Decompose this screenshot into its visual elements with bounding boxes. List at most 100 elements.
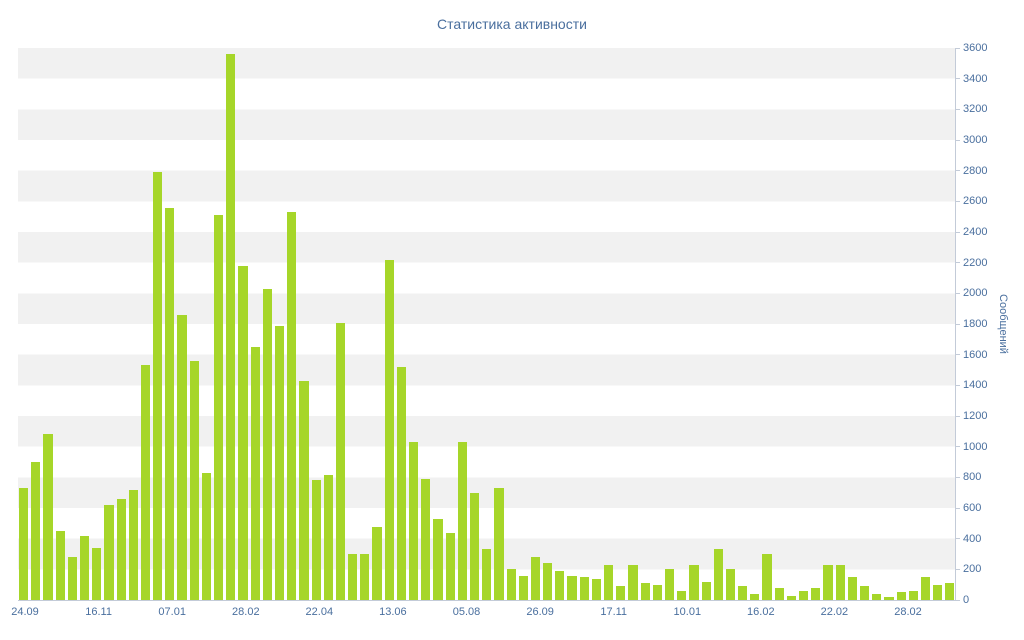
bar	[128, 489, 138, 600]
bar	[262, 288, 272, 600]
bar	[104, 504, 114, 600]
bar	[750, 593, 760, 600]
y-tick-label: 2600	[955, 195, 987, 207]
y-tick-mark	[955, 108, 960, 110]
y-tick-label: 1000	[955, 441, 987, 453]
bar	[311, 480, 321, 600]
y-tick-text: 3000	[963, 134, 988, 146]
bar	[177, 314, 187, 600]
y-tick-mark	[955, 139, 960, 141]
bar	[543, 563, 553, 600]
bar	[67, 557, 77, 600]
bar	[799, 590, 809, 600]
y-tick-mark	[955, 354, 960, 356]
bar	[579, 577, 589, 600]
bar	[250, 347, 260, 600]
y-tick-label: 2400	[955, 226, 987, 238]
y-tick-mark	[955, 323, 960, 325]
bar	[140, 365, 151, 600]
bar	[872, 593, 882, 600]
y-tick-label: 600	[955, 502, 981, 514]
y-tick-label: 1200	[955, 410, 987, 422]
x-tick-label: 24.09	[11, 606, 39, 618]
plot-area	[18, 48, 956, 601]
y-tick-label: 2800	[955, 165, 987, 177]
bar	[628, 564, 638, 600]
bar	[725, 569, 736, 600]
y-tick-mark	[955, 170, 960, 172]
bar	[299, 380, 309, 600]
bar	[677, 590, 687, 600]
y-tick-text: 400	[963, 532, 982, 545]
bar	[908, 590, 918, 600]
bar	[591, 578, 601, 600]
x-tick-label: 28.02	[232, 606, 260, 618]
y-tick-mark	[955, 476, 960, 478]
x-tick-label: 13.06	[379, 606, 407, 618]
y-tick-label: 3400	[955, 73, 987, 85]
x-tick-label: 16.02	[747, 606, 775, 618]
chart-title: Статистика активности	[437, 16, 587, 32]
x-tick-label: 26.09	[526, 606, 554, 618]
y-tick-label: 1800	[955, 318, 987, 330]
y-tick-text: 200	[963, 563, 982, 576]
bar	[616, 586, 626, 600]
y-tick-mark	[955, 568, 960, 570]
y-tick-text: 2400	[963, 226, 988, 238]
y-tick-mark	[955, 415, 960, 417]
bar	[274, 325, 285, 600]
y-tick-mark	[955, 538, 960, 540]
x-tick-label: 10.01	[673, 606, 702, 618]
y-tick-label: 1600	[955, 349, 987, 361]
bar	[762, 554, 772, 600]
bar	[323, 475, 333, 600]
x-tick-label: 07.01	[158, 606, 186, 618]
y-tick-label: 400	[955, 533, 981, 545]
y-tick-text: 3200	[963, 103, 988, 116]
bar	[506, 569, 516, 600]
y-tick-mark	[955, 507, 960, 509]
bar	[774, 587, 784, 600]
y-axis-title: Сообщений	[997, 294, 1010, 354]
y-tick-text: 600	[963, 502, 982, 514]
y-tick-label: 0	[955, 594, 969, 606]
bar	[530, 557, 541, 600]
y-tick-text: 2200	[963, 256, 988, 269]
x-tick-label: 22.04	[305, 606, 334, 618]
y-tick-text: 0	[963, 594, 970, 606]
bar	[396, 366, 406, 600]
bar	[372, 527, 382, 600]
bar	[738, 586, 748, 600]
y-tick-mark	[955, 446, 960, 448]
bar	[238, 265, 248, 600]
bar	[433, 518, 443, 600]
bar	[847, 577, 857, 600]
y-tick-label: 2200	[955, 257, 987, 269]
y-tick-text: 1400	[963, 379, 988, 392]
bar	[79, 535, 90, 600]
y-tick-label: 3200	[955, 103, 987, 115]
bar	[445, 532, 455, 600]
bar	[518, 575, 528, 600]
bar	[689, 564, 699, 600]
bar	[92, 547, 102, 600]
bar	[604, 564, 614, 600]
bar	[652, 584, 662, 600]
x-tick-label: 16.11	[85, 606, 112, 618]
x-tick-label: 22.02	[820, 606, 849, 618]
y-tick-text: 3400	[963, 72, 988, 85]
y-tick-label: 200	[955, 563, 981, 575]
bar	[640, 583, 650, 600]
bars-container	[19, 48, 955, 600]
bar	[469, 492, 480, 600]
y-tick-text: 2600	[963, 195, 988, 208]
y-tick-mark	[955, 78, 960, 80]
bar	[482, 549, 492, 600]
bar	[19, 488, 29, 600]
y-tick-mark	[955, 599, 960, 601]
bar	[664, 569, 675, 600]
bar	[701, 581, 711, 600]
y-tick-text: 1000	[963, 440, 988, 453]
x-tick-label: 05.08	[452, 606, 481, 618]
